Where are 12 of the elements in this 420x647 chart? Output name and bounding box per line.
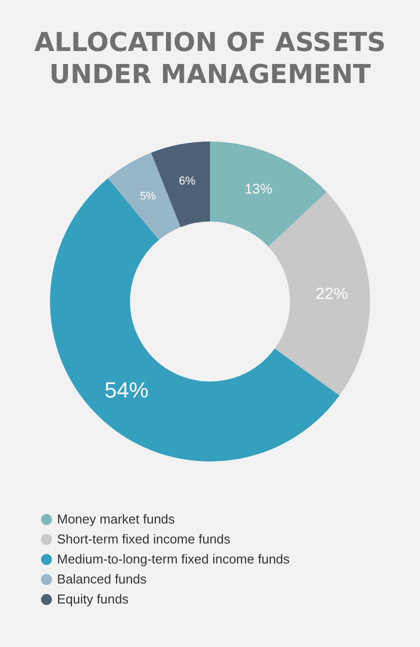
legend-label: Money market funds <box>57 512 176 526</box>
data-label: 13% <box>244 180 272 197</box>
donut-slice <box>108 152 181 240</box>
legend-label: Balanced funds <box>57 572 148 586</box>
data-label: 5% <box>140 190 156 202</box>
legend-label: Equity funds <box>57 592 130 606</box>
data-label: 54% <box>104 377 149 402</box>
data-label: 6% <box>178 176 196 188</box>
legend-label: Medium-to-long-term fixed income funds <box>57 552 290 566</box>
donut-slice <box>210 142 327 247</box>
chart-title: ALLOCATION OF ASSETS UNDER MANAGEMENT <box>34 28 386 90</box>
legend-label: Short-term fixed income funds <box>57 532 231 546</box>
